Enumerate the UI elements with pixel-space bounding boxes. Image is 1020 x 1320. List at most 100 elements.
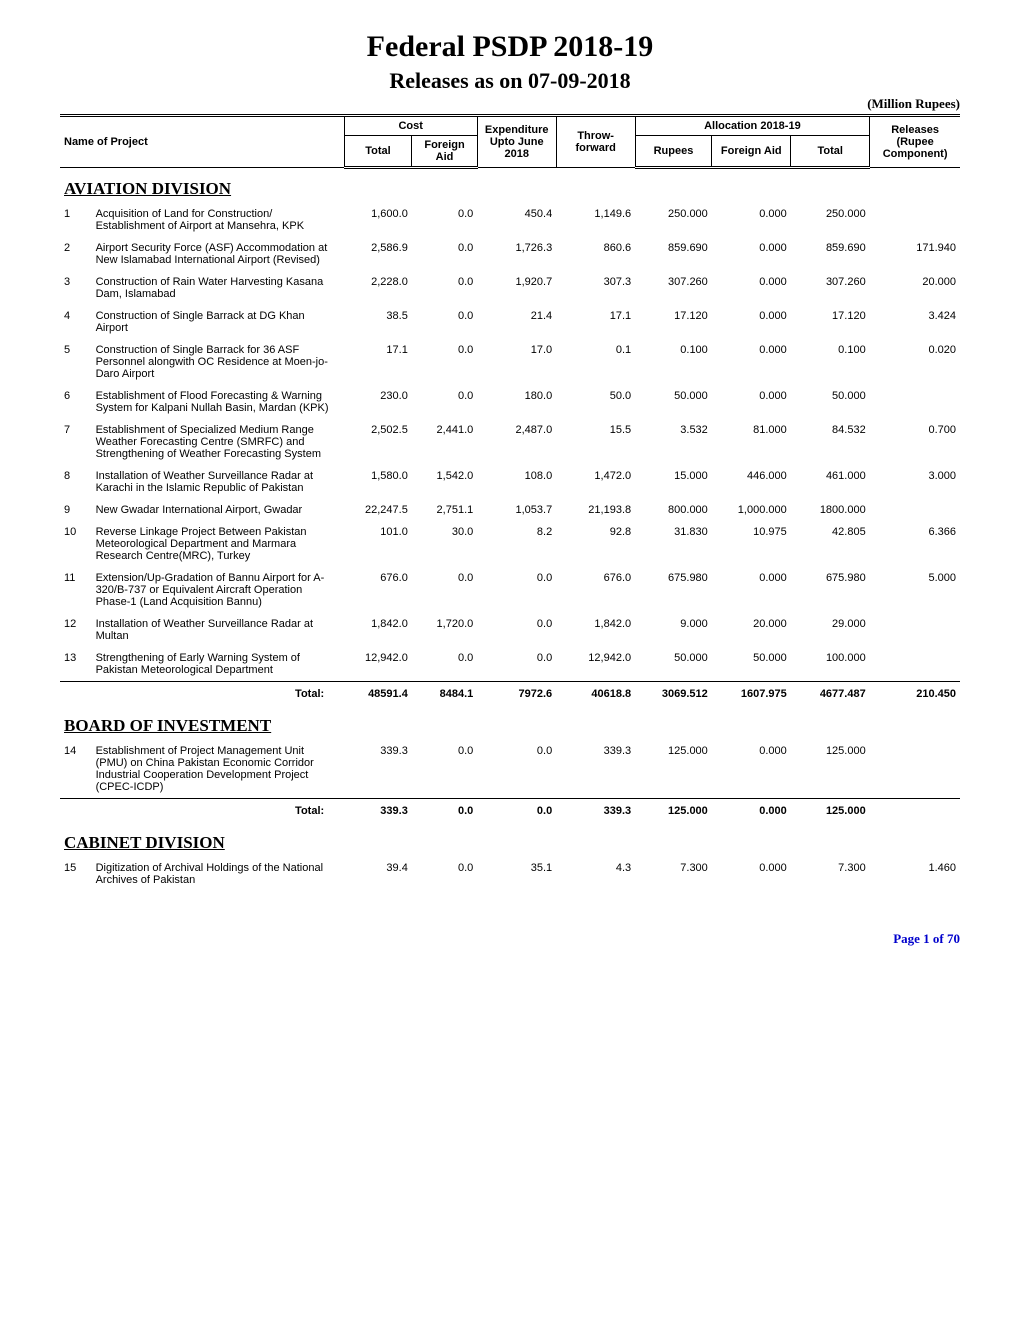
alloc-foreign-aid: 0.000 [712,567,791,613]
table-row: 4Construction of Single Barrack at DG Kh… [60,305,960,339]
cost-total: 1,600.0 [344,203,412,237]
table-row: 13Strengthening of Early Warning System … [60,647,960,682]
alloc-foreign-aid: 10.975 [712,521,791,567]
cost-total: 38.5 [344,305,412,339]
table-row: 5Construction of Single Barrack for 36 A… [60,339,960,385]
releases: 1.460 [870,857,960,891]
cost-foreign-aid: 2,751.1 [412,499,477,521]
idx: 5 [60,339,92,385]
cost-total: 12,942.0 [344,647,412,682]
cost-foreign-aid: 0.0 [412,647,477,682]
idx: 7 [60,419,92,465]
releases: 0.020 [870,339,960,385]
releases [870,740,960,799]
cost-total: 676.0 [344,567,412,613]
table-row: 2Airport Security Force (ASF) Accommodat… [60,237,960,271]
releases [870,613,960,647]
hdr-cost-total: Total [344,136,412,168]
alloc-foreign-aid: 0.000 [712,857,791,891]
cost-foreign-aid: 0.0 [412,203,477,237]
releases [870,499,960,521]
project-name: Establishment of Flood Forecasting & War… [92,385,345,419]
expenditure: 1,053.7 [477,499,556,521]
alloc-foreign-aid: 0.000 [712,271,791,305]
idx: 11 [60,567,92,613]
alloc-foreign-aid: 446.000 [712,465,791,499]
hdr-expenditure: Expenditure Upto June 2018 [477,116,556,168]
alloc-total: 125.000 [791,740,870,799]
project-name: Digitization of Archival Holdings of the… [92,857,345,891]
alloc-total: 859.690 [791,237,870,271]
alloc-total: 7.300 [791,857,870,891]
alloc-rupees: 9.000 [635,613,712,647]
expenditure: 180.0 [477,385,556,419]
releases [870,385,960,419]
cost-total: 2,502.5 [344,419,412,465]
expenditure: 450.4 [477,203,556,237]
releases [870,203,960,237]
project-name: Extension/Up-Gradation of Bannu Airport … [92,567,345,613]
cost-total: 39.4 [344,857,412,891]
alloc-total: 50.000 [791,385,870,419]
releases: 3.424 [870,305,960,339]
hdr-throw: Throw-forward [556,116,635,168]
alloc-total: 250.000 [791,203,870,237]
expenditure: 0.0 [477,567,556,613]
throw-forward: 4.3 [556,857,635,891]
section-title: BOARD OF INVESTMENT [64,716,271,735]
total-row: Total:48591.48484.17972.640618.83069.512… [60,682,960,707]
alloc-total: 1800.000 [791,499,870,521]
alloc-foreign-aid: 50.000 [712,647,791,682]
table-row: 6Establishment of Flood Forecasting & Wa… [60,385,960,419]
throw-forward: 1,472.0 [556,465,635,499]
cost-total: 1,580.0 [344,465,412,499]
throw-forward: 92.8 [556,521,635,567]
hdr-cost-fa: Foreign Aid [412,136,477,168]
cost-foreign-aid: 0.0 [412,567,477,613]
idx: 10 [60,521,92,567]
idx: 9 [60,499,92,521]
section-title: AVIATION DIVISION [64,179,231,198]
cost-total: 22,247.5 [344,499,412,521]
alloc-rupees: 50.000 [635,647,712,682]
alloc-rupees: 307.260 [635,271,712,305]
idx: 13 [60,647,92,682]
table-row: 3Construction of Rain Water Harvesting K… [60,271,960,305]
releases [870,647,960,682]
table-row: 11Extension/Up-Gradation of Bannu Airpor… [60,567,960,613]
alloc-rupees: 859.690 [635,237,712,271]
project-name: Strengthening of Early Warning System of… [92,647,345,682]
throw-forward: 15.5 [556,419,635,465]
project-name: Airport Security Force (ASF) Accommodati… [92,237,345,271]
project-name: Construction of Single Barrack for 36 AS… [92,339,345,385]
table-row: 1Acquisition of Land for Construction/ E… [60,203,960,237]
table-row: 8Installation of Weather Surveillance Ra… [60,465,960,499]
cost-foreign-aid: 0.0 [412,305,477,339]
cost-total: 17.1 [344,339,412,385]
alloc-foreign-aid: 0.000 [712,237,791,271]
project-name: Reverse Linkage Project Between Pakistan… [92,521,345,567]
cost-total: 339.3 [344,740,412,799]
throw-forward: 12,942.0 [556,647,635,682]
cost-foreign-aid: 2,441.0 [412,419,477,465]
idx: 1 [60,203,92,237]
cost-foreign-aid: 30.0 [412,521,477,567]
alloc-rupees: 17.120 [635,305,712,339]
alloc-foreign-aid: 20.000 [712,613,791,647]
table-row: 9New Gwadar International Airport, Gwada… [60,499,960,521]
throw-forward: 1,842.0 [556,613,635,647]
throw-forward: 1,149.6 [556,203,635,237]
alloc-rupees: 15.000 [635,465,712,499]
releases: 0.700 [870,419,960,465]
alloc-foreign-aid: 0.000 [712,339,791,385]
table-row: 10Reverse Linkage Project Between Pakist… [60,521,960,567]
unit-label: (Million Rupees) [60,96,960,112]
section-title: CABINET DIVISION [64,833,225,852]
alloc-total: 84.532 [791,419,870,465]
alloc-total: 17.120 [791,305,870,339]
cost-foreign-aid: 0.0 [412,385,477,419]
idx: 14 [60,740,92,799]
alloc-total: 100.000 [791,647,870,682]
releases: 5.000 [870,567,960,613]
page-subtitle: Releases as on 07-09-2018 [60,68,960,94]
